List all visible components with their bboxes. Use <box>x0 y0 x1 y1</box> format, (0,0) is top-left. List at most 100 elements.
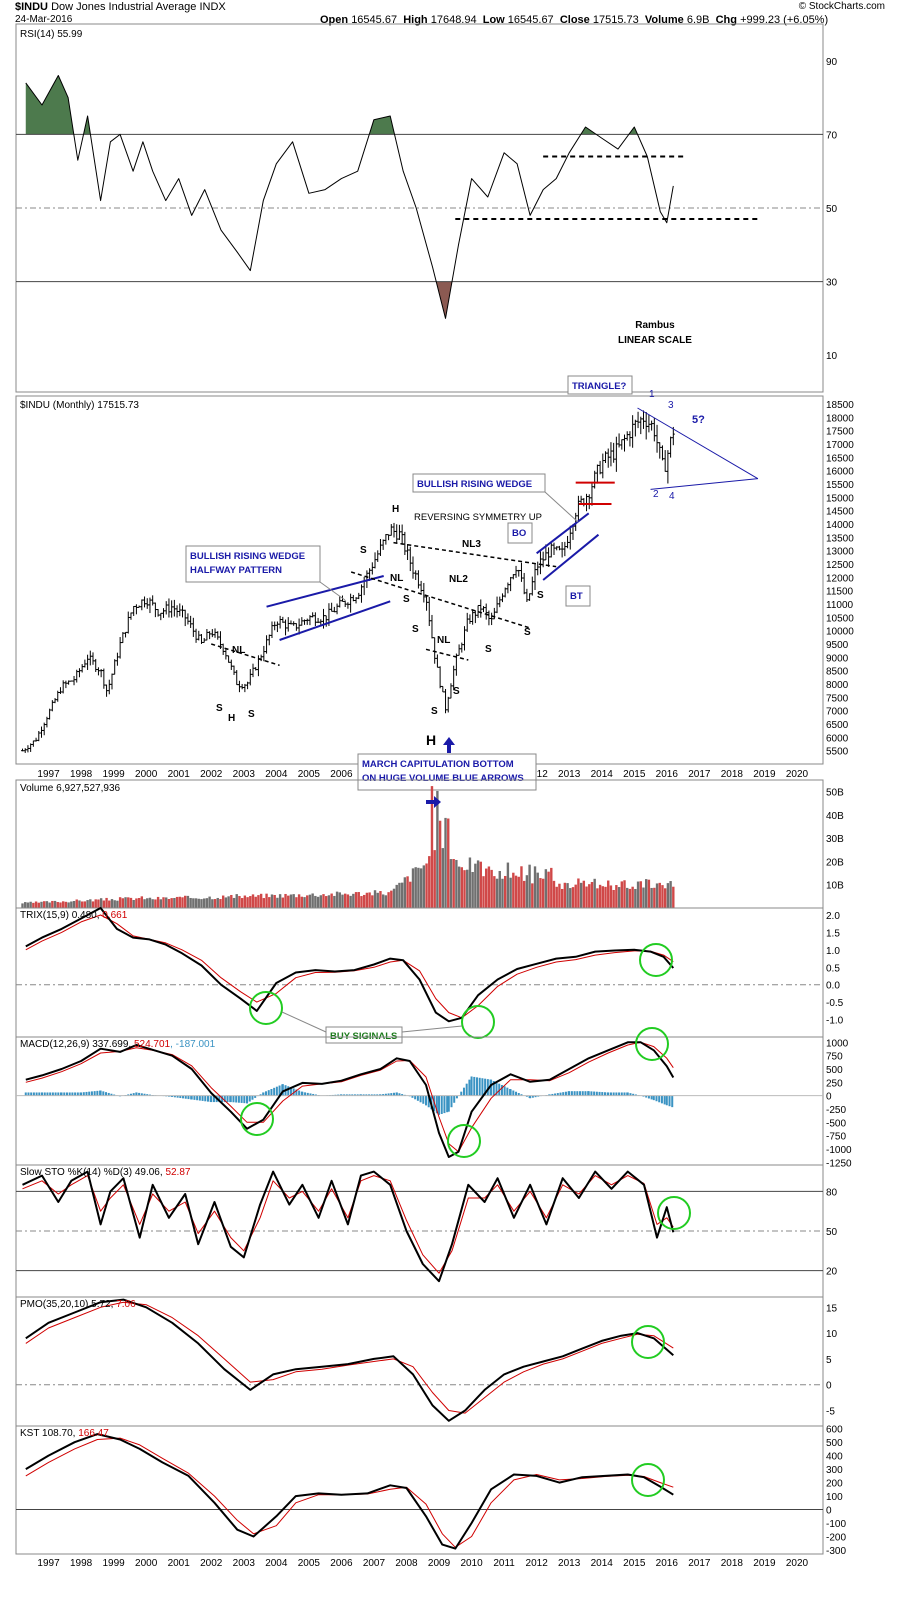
volume-bar <box>224 897 228 908</box>
macd-hist-bar <box>105 1092 108 1096</box>
price-tick-label: 8500 <box>826 667 849 678</box>
macd-hist-bar <box>495 1082 498 1096</box>
macd-hist-bar <box>607 1092 610 1096</box>
trix-tick-label: -0.5 <box>826 998 844 1009</box>
volume-bar <box>400 882 404 908</box>
macd-hist-bar <box>196 1095 199 1101</box>
macd-tick-label: -250 <box>826 1105 846 1116</box>
macd-hist-bar <box>60 1092 63 1096</box>
volume-bar <box>490 869 493 908</box>
macd-hist-bar <box>82 1092 85 1096</box>
volume-bar <box>392 888 396 908</box>
macd-hist-bar <box>348 1094 351 1096</box>
volume-bar <box>129 897 133 908</box>
kst-label: KST 108.70, 166.47 <box>20 1428 109 1439</box>
macd-hist-bar <box>267 1090 270 1096</box>
macd-hist-bar <box>655 1095 658 1102</box>
volume-bar <box>154 899 157 908</box>
volume-bar <box>365 892 369 908</box>
macd-tick-label: -1250 <box>826 1158 852 1169</box>
macd-hist-bar <box>595 1091 598 1096</box>
macd-hist-bar <box>660 1095 663 1104</box>
macd-hist-bar <box>671 1095 674 1108</box>
macd-hist-bar <box>275 1086 278 1096</box>
macd-hist-bar <box>129 1093 132 1096</box>
macd-hist-bar <box>74 1092 77 1096</box>
kst-tick-label: -100 <box>826 1519 846 1530</box>
volume-bar <box>249 896 252 908</box>
macd-hist-bar <box>623 1092 626 1096</box>
macd-hist-bar <box>531 1095 534 1098</box>
macd-hist-bar <box>500 1085 503 1096</box>
volume-tick-label: 40B <box>826 811 844 822</box>
macd-hist-bar <box>110 1093 113 1096</box>
volume-bar <box>213 899 217 908</box>
volume-bar <box>485 868 488 908</box>
volume-bar <box>316 896 320 908</box>
macd-hist-bar <box>559 1092 562 1096</box>
volume-bar <box>327 895 331 908</box>
trix-main-line <box>25 907 675 1023</box>
volume-bar <box>607 880 610 908</box>
volume-bar <box>148 897 152 908</box>
macd-hist-bar <box>193 1095 196 1100</box>
volume-bar <box>262 898 266 908</box>
volume-bar <box>525 875 529 908</box>
trix-label: TRIX(15,9) 0.480, 0.661 <box>20 910 128 921</box>
macd-hist-bar <box>63 1092 66 1096</box>
head-label: H <box>228 713 235 724</box>
bt-label-box <box>565 585 591 607</box>
macd-histogram <box>24 1076 674 1115</box>
high-value: 17648.94 <box>430 14 477 26</box>
macd-hist-bar <box>309 1093 312 1096</box>
macd-hist-bar <box>506 1087 509 1096</box>
macd-hist-bar <box>356 1094 359 1096</box>
volume-bar <box>471 871 474 908</box>
macd-hist-bar <box>612 1092 615 1096</box>
macd-hist-bar <box>351 1094 354 1096</box>
year-label: 2004 <box>265 1558 288 1569</box>
volume-label: Volume 6,927,527,936 <box>20 783 121 794</box>
year-label: 2012 <box>526 1558 549 1569</box>
volume-bar <box>419 868 423 908</box>
macd-hist-bar <box>379 1094 382 1096</box>
volume-bar <box>230 894 233 908</box>
kst-tick-label: 0 <box>826 1506 832 1517</box>
macd-hist-bar <box>435 1095 438 1114</box>
macd-hist-bar <box>492 1081 495 1096</box>
volume-bar <box>240 898 244 908</box>
callout-line <box>319 581 346 601</box>
volume-bar <box>83 901 87 908</box>
volume-bar <box>522 880 526 908</box>
volume-bar <box>617 887 621 908</box>
macd-hist-bar <box>96 1090 99 1096</box>
volume-bar <box>254 896 257 908</box>
halfway-wedge-label-box <box>185 545 321 583</box>
volume-bar <box>178 896 181 908</box>
volume-bar <box>251 894 255 908</box>
macd-hist-bar <box>85 1091 88 1096</box>
volume-bar <box>433 850 436 908</box>
open-value: 16545.67 <box>351 14 398 26</box>
head-label: H <box>392 504 399 515</box>
macd-hist-bar <box>498 1083 501 1096</box>
year-label: 2010 <box>460 1558 483 1569</box>
year-label: 2017 <box>688 1558 711 1569</box>
macd-hist-bar <box>140 1093 143 1096</box>
volume-bar <box>479 861 482 908</box>
volume-bar <box>216 897 219 908</box>
volume-bar <box>61 901 65 908</box>
macd-hist-bar <box>292 1088 295 1096</box>
volume-bar <box>411 868 415 908</box>
volume-bar <box>639 881 642 908</box>
volume-bar <box>569 888 572 908</box>
volume-bar <box>650 887 653 908</box>
volume-bar <box>59 902 62 908</box>
volume-bar <box>541 878 545 908</box>
callout-line <box>281 1011 327 1033</box>
macd-hist-bar <box>534 1095 537 1098</box>
nl-label: NL <box>232 645 245 656</box>
volume-bar <box>175 896 179 908</box>
volume-bar <box>146 898 149 908</box>
wave-label: 1 <box>649 389 655 400</box>
